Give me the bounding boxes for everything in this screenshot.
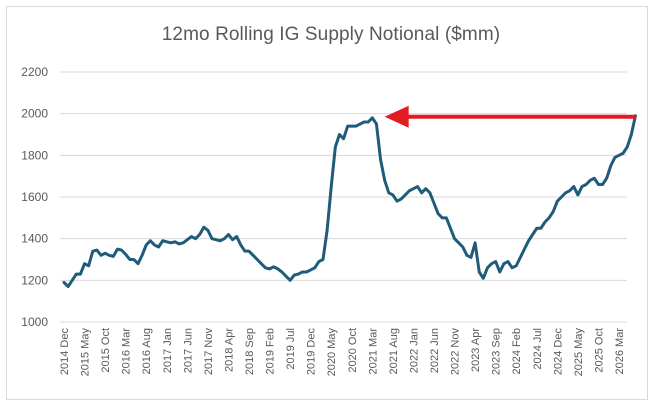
x-tick-label: 2022 Jun: [429, 328, 441, 373]
y-tick-label-2000: 2000: [21, 107, 48, 121]
x-tick-label: 2018 Sep: [244, 328, 256, 375]
x-tick-label: 2017 Jun: [182, 328, 194, 373]
x-tick-label: 2020 Oct: [347, 328, 359, 373]
x-tick-label: 2015 Oct: [100, 328, 112, 373]
y-tick-label-2200: 2200: [21, 65, 48, 79]
x-tick-label: 2019 Feb: [265, 328, 277, 374]
x-tick-label: 2021 Mar: [367, 328, 379, 375]
x-tick-label: 2024 Jul: [532, 328, 544, 370]
x-tick-label: 2017 Jan: [162, 328, 174, 373]
x-tick-label: 2016 Mar: [121, 328, 133, 375]
x-tick-label: 2023 Apr: [470, 328, 482, 372]
x-tick-label: 2020 May: [326, 328, 338, 377]
y-tick-label-1200: 1200: [21, 273, 48, 287]
y-axis-ticks: 1000 1200 1400 1600 1800 2000 2200: [21, 65, 48, 329]
y-tick-label-1600: 1600: [21, 190, 48, 204]
series-line-0: [62, 114, 637, 289]
annotation-layer: [384, 105, 636, 128]
x-tick-label: 2015 May: [80, 328, 92, 377]
arrow-head: [384, 105, 409, 128]
x-tick-label: 2019 Dec: [306, 328, 318, 376]
chart-title: 12mo Rolling IG Supply Notional ($mm): [161, 24, 501, 45]
x-tick-label: 2017 Nov: [203, 328, 215, 376]
x-tick-label: 2025 Oct: [593, 328, 605, 373]
x-tick-label: 2026 Mar: [614, 328, 626, 375]
x-tick-label: 2018 Apr: [223, 328, 235, 372]
x-tick-label: 2016 Aug: [141, 328, 153, 375]
x-tick-label: 2022 Jan: [408, 328, 420, 373]
x-axis-ticks: 2014 Dec 2015 May 2015 Oct 2016 Mar 2016 Aug…: [59, 328, 626, 377]
x-tick-label: 2019 Jul: [285, 328, 297, 370]
series-layer: [62, 114, 637, 289]
x-tick-label: 2014 Dec: [59, 328, 71, 376]
x-tick-label: 2024 Feb: [511, 328, 523, 374]
x-tick-label: 2022 Nov: [450, 328, 462, 376]
y-tick-label-1800: 1800: [21, 148, 48, 162]
gridlines: [60, 71, 627, 323]
x-tick-label: 2024 Dec: [552, 328, 564, 376]
y-tick-label-1000: 1000: [21, 315, 48, 329]
x-tick-label: 2025 May: [573, 328, 585, 377]
x-tick-label: 2023 Sep: [491, 328, 503, 375]
y-tick-label-1400: 1400: [21, 232, 48, 246]
x-tick-label: 2021 Aug: [388, 328, 400, 375]
